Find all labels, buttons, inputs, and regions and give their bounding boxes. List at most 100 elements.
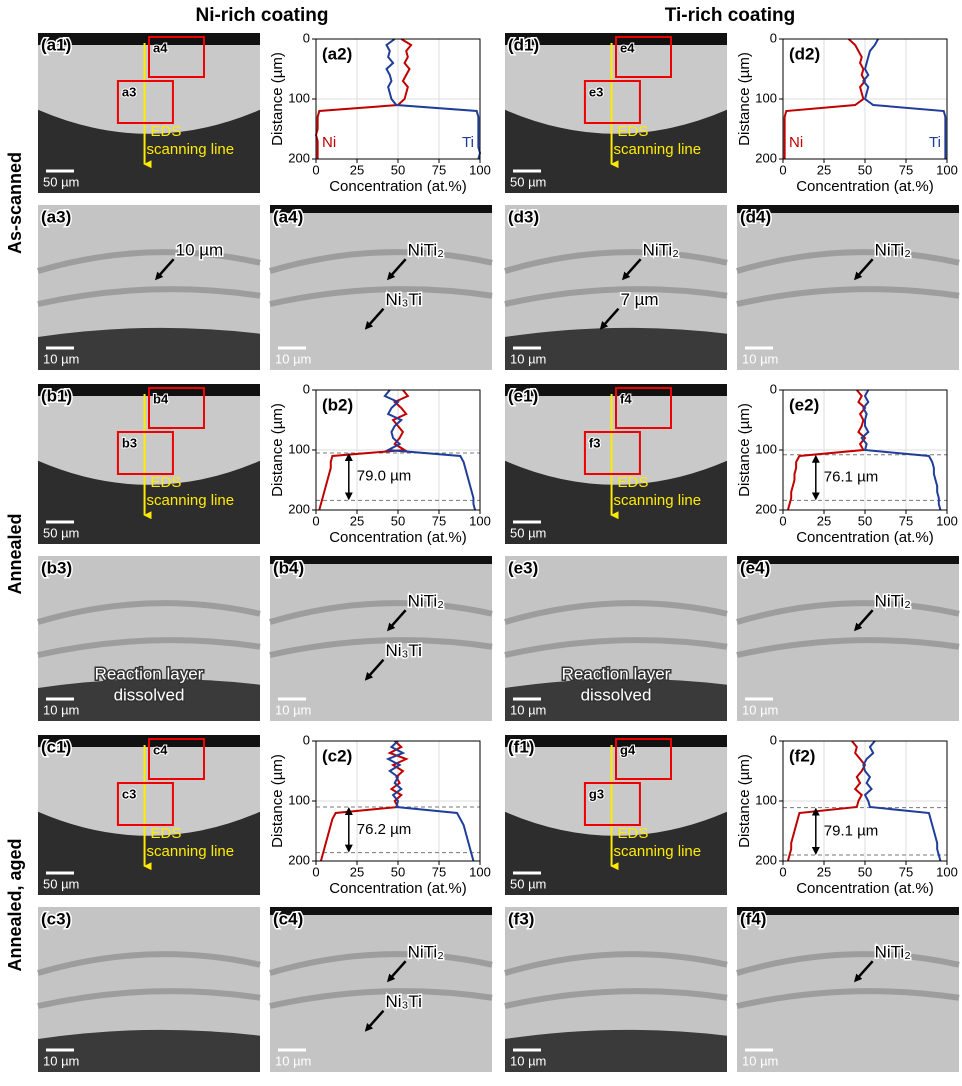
x-tick-label: 25 [817,864,831,879]
scale-label: 50 µm [510,525,546,540]
panel-label: (a1) [41,35,71,54]
x-axis-label: Concentration (at.%) [329,880,467,897]
inset-label: c4 [153,742,168,757]
eds-label: scanning line [147,843,235,860]
eds-label: scanning line [614,141,702,158]
column-header: Ni-rich coating [195,5,328,26]
panel-label: (d2) [789,44,820,63]
x-tick-label: 0 [779,513,786,528]
annotation: NiTi₂ [875,943,911,962]
x-tick-label: 0 [779,864,786,879]
x-tick-label: 75 [432,513,446,528]
annotation: 10 µm [176,241,224,260]
annotation: NiTi₂ [408,943,444,962]
annotation: NiTi₂ [875,592,911,611]
y-tick-label: 100 [755,441,777,456]
micrograph: NiTi₂(e4)10 µm [737,556,959,721]
scale-label: 10 µm [510,351,546,366]
inset-label: b3 [122,435,137,450]
eds-label: EDS [151,474,182,491]
inset-label: a4 [153,40,168,55]
panel-label: (b3) [41,558,72,577]
x-tick-label: 25 [817,513,831,528]
annotation: NiTi₂ [875,241,911,260]
y-tick-label: 0 [770,30,777,45]
chart: 0255075100010020079.0 µm(b2)Concentratio… [269,381,491,546]
x-tick-label: 50 [391,162,405,177]
panel-label: (b2) [322,395,353,414]
measure-label: 79.1 µm [824,822,879,839]
y-tick-label: 200 [288,150,310,165]
scale-label: 50 µm [510,174,546,189]
annotation: Ni₃Ti [385,290,422,309]
x-axis-label: Concentration (at.%) [796,529,934,546]
x-axis-label: Concentration (at.%) [796,178,934,195]
x-tick-label: 25 [350,162,364,177]
inset-label: g3 [589,786,604,801]
x-tick-label: 0 [312,513,319,528]
micrograph: NiTi₂ 7 µm (d3) 10 µm [505,205,727,370]
scale-label: 10 µm [510,702,546,717]
x-tick-label: 75 [899,864,913,879]
top-band [270,205,492,213]
x-axis-label: Concentration (at.%) [329,529,467,546]
panel-label: (a3) [41,207,71,226]
y-tick-label: 0 [770,732,777,747]
annotation: NiTi₂ [643,241,679,260]
x-tick-label: 0 [312,162,319,177]
x-tick-label: 25 [817,162,831,177]
inset-label: c3 [122,786,136,801]
micrograph: a4a3EDSscanning line(a1)50 µm [38,33,260,193]
panel-label: (b4) [273,558,304,577]
legend-label: Ni [322,134,336,151]
y-tick-label: 200 [755,852,777,867]
y-tick-label: 200 [288,852,310,867]
measure-label: 79.0 µm [357,468,412,485]
y-tick-label: 200 [288,501,310,516]
x-tick-label: 50 [391,864,405,879]
x-tick-label: 100 [936,864,958,879]
eds-label: scanning line [147,141,235,158]
x-tick-label: 100 [469,864,491,879]
scale-label: 10 µm [275,1053,311,1068]
top-band [737,556,959,564]
eds-label: EDS [618,123,649,140]
eds-label: scanning line [147,492,235,509]
y-axis-label: Distance (µm) [736,754,753,848]
panel-label: (c4) [273,909,303,928]
inset-label: a3 [122,84,136,99]
y-tick-label: 0 [303,732,310,747]
panel-label: (c3) [41,909,71,928]
annotation: dissolved [114,686,185,705]
annotation: NiTi₂ [408,592,444,611]
row-label: Annealed, aged [5,838,25,971]
eds-label: scanning line [614,492,702,509]
measure-label: 76.2 µm [357,821,412,838]
legend-label: Ni [789,134,803,151]
y-tick-label: 0 [303,30,310,45]
figure: Ni-rich coating Ti-rich coating As-scann… [0,0,962,1081]
y-axis-label: Distance (µm) [269,52,286,146]
inset-label: e4 [620,40,635,55]
annotation: 7 µm [620,290,658,309]
micrograph: NiTi₂Ni₃Ti(a4)10 µm [270,205,492,370]
y-tick-label: 100 [288,90,310,105]
inset-label: f3 [589,435,601,450]
legend-label: Ti [462,134,474,151]
scale-label: 10 µm [275,702,311,717]
panel-label: (d3) [508,207,539,226]
top-band [270,907,492,915]
column-header: Ti-rich coating [665,5,796,26]
panel-label: (e3) [508,558,538,577]
scale-label: 50 µm [510,876,546,891]
x-tick-label: 50 [858,864,872,879]
panel-label: (f3) [508,909,534,928]
panel-label: (e4) [740,558,770,577]
x-tick-label: 75 [899,513,913,528]
micrograph: c4c3EDSscanning line(c1)50 µm [38,735,260,895]
x-axis-label: Concentration (at.%) [796,880,934,897]
eds-label: EDS [618,825,649,842]
eds-label: EDS [151,825,182,842]
